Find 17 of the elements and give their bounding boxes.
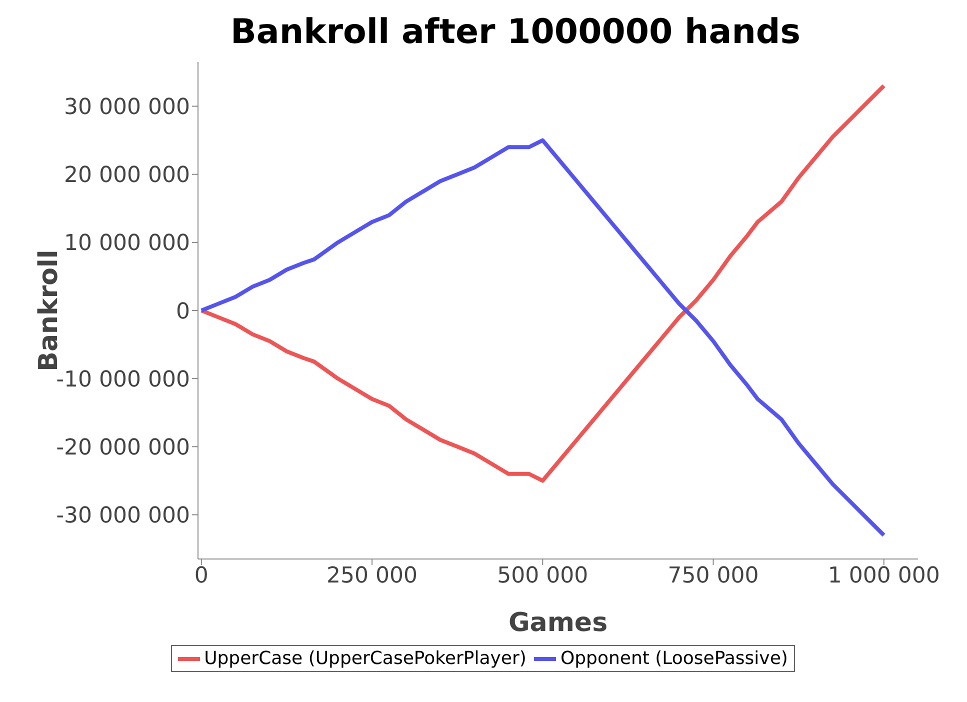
chart-title: Bankroll after 1000000 hands xyxy=(230,12,802,52)
x-tick-label: 750 000 xyxy=(668,564,759,589)
legend-label: Opponent (LoosePassive) xyxy=(559,648,788,669)
y-tick-label: -20 000 000 xyxy=(56,435,190,460)
line-series xyxy=(199,138,886,538)
x-tick-label: 0 xyxy=(194,564,208,589)
y-tick-label: 0 xyxy=(176,299,190,324)
y-tick-label: -30 000 000 xyxy=(56,504,190,529)
y-tick-label: 10 000 000 xyxy=(64,231,190,256)
x-tick-label: 500 000 xyxy=(497,564,588,589)
y-tick-label: 20 000 000 xyxy=(64,163,190,188)
legend-label: UpperCase (UpperCasePokerPlayer) xyxy=(203,648,526,669)
x-axis-title: Games xyxy=(508,608,608,638)
x-tick-label: 250 000 xyxy=(326,564,418,589)
line-series xyxy=(199,84,886,483)
y-tick-label: 30 000 000 xyxy=(64,95,190,120)
x-tick-label: 1 000 000 xyxy=(828,564,940,589)
